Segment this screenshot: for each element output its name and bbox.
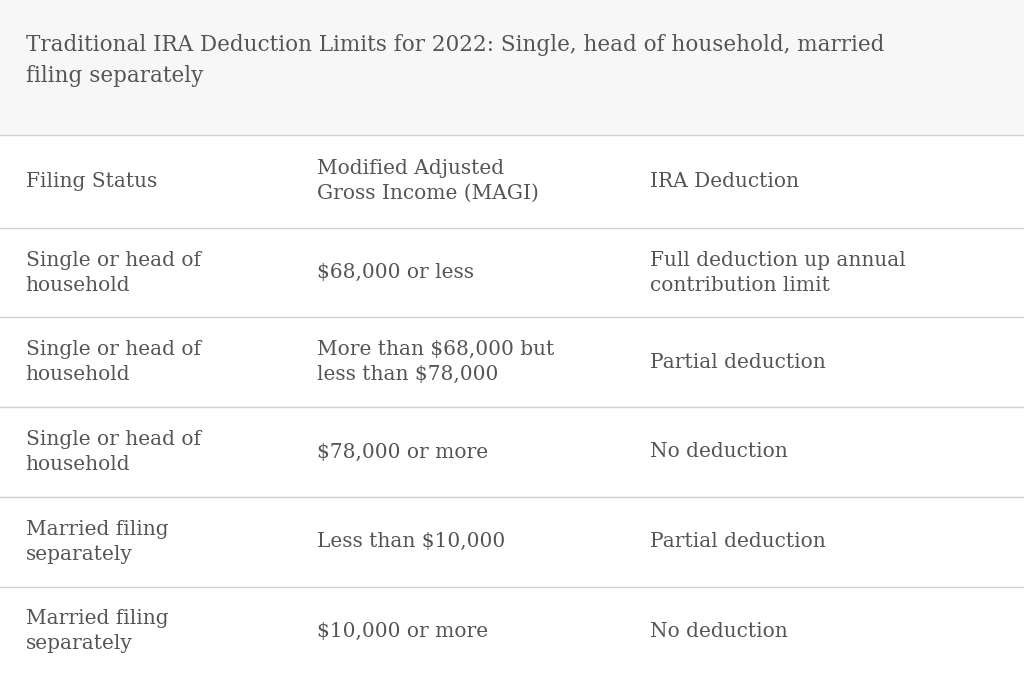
Text: $68,000 or less: $68,000 or less (317, 263, 474, 282)
Text: Traditional IRA Deduction Limits for 2022: Single, head of household, married
fi: Traditional IRA Deduction Limits for 202… (26, 34, 884, 87)
Text: Single or head of
household: Single or head of household (26, 430, 201, 474)
Text: Partial deduction: Partial deduction (650, 532, 826, 551)
Text: Filing Status: Filing Status (26, 172, 157, 190)
Text: Partial deduction: Partial deduction (650, 353, 826, 372)
Text: Married filing
separately: Married filing separately (26, 609, 168, 653)
Text: No deduction: No deduction (650, 622, 788, 641)
Bar (0, 135, 1024, 228)
Text: Modified Adjusted
Gross Income (MAGI): Modified Adjusted Gross Income (MAGI) (317, 159, 540, 203)
Text: Full deduction up annual
contribution limit: Full deduction up annual contribution li… (650, 250, 906, 295)
Bar (0, 497, 1024, 586)
Bar (0, 317, 1024, 407)
Text: Less than $10,000: Less than $10,000 (317, 532, 506, 551)
Bar (0, 407, 1024, 497)
Text: No deduction: No deduction (650, 442, 788, 462)
Bar (0, 586, 1024, 676)
Text: $78,000 or more: $78,000 or more (317, 442, 488, 462)
Text: More than $68,000 but
less than $78,000: More than $68,000 but less than $78,000 (317, 340, 555, 384)
Text: Single or head of
household: Single or head of household (26, 340, 201, 384)
Text: Single or head of
household: Single or head of household (26, 250, 201, 295)
Bar (0, 228, 1024, 317)
Text: IRA Deduction: IRA Deduction (650, 172, 800, 190)
Bar (0, 0, 1024, 135)
Text: Married filing
separately: Married filing separately (26, 520, 168, 564)
Text: $10,000 or more: $10,000 or more (317, 622, 488, 641)
